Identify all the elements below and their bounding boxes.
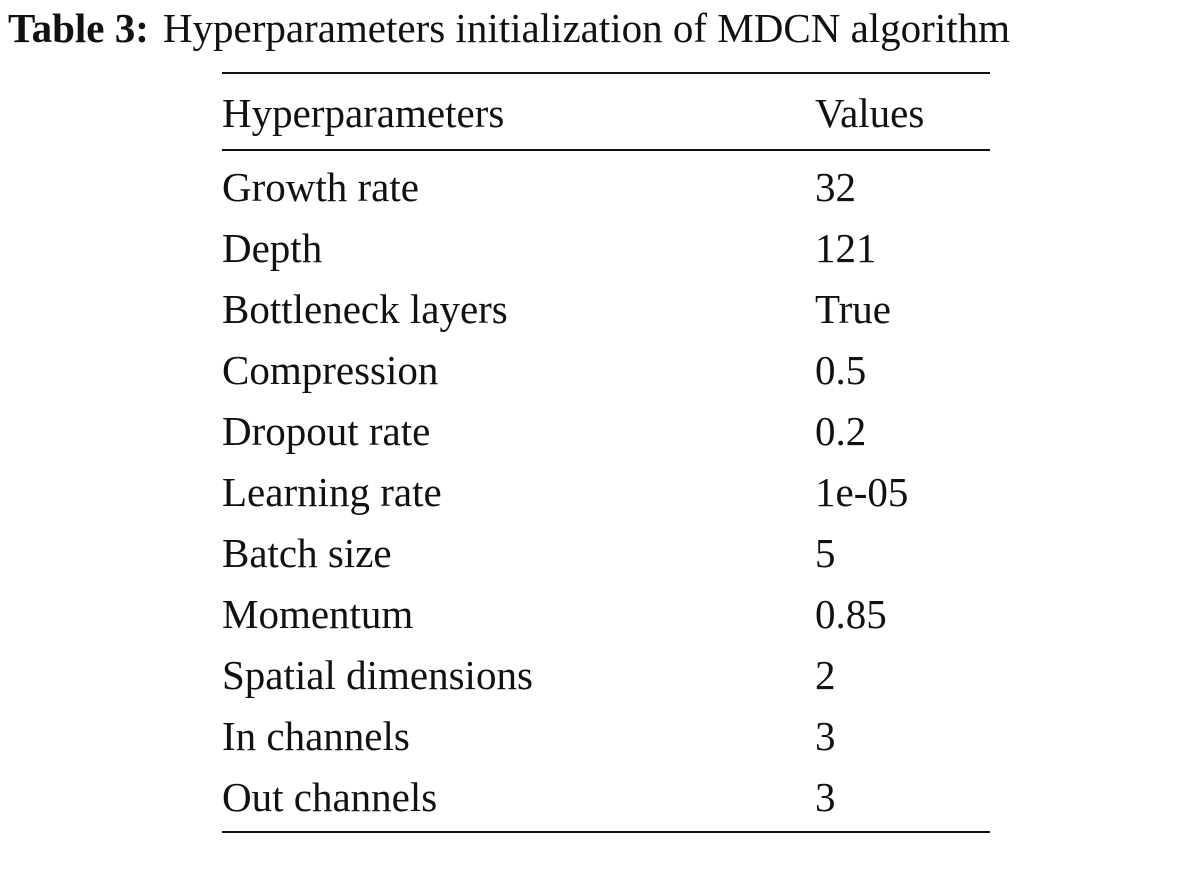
parameter-value: 3	[815, 774, 836, 820]
cell: Depth	[222, 222, 815, 275]
header-cell: Hyperparameters	[222, 90, 505, 136]
table-body: Growth rate 32 Depth 121 Bottleneck layers Tr…	[222, 151, 990, 831]
parameter-value: True	[815, 286, 891, 332]
cell: Spatial dimensions	[222, 649, 815, 702]
header-row: Hyperparameters Values	[222, 74, 990, 151]
parameter-value: 0.5	[815, 347, 867, 393]
header-cell: Values	[815, 90, 925, 136]
table-row: Batch size 5	[222, 523, 990, 584]
table-row: Learning rate 1e-05	[222, 462, 990, 523]
table-row: Depth 121	[222, 218, 990, 279]
table-row: Momentum 0.85	[222, 584, 990, 645]
parameter-name: Out channels	[222, 774, 438, 820]
parameter-name: Depth	[222, 225, 323, 271]
parameter-name: Bottleneck layers	[222, 286, 508, 332]
parameter-name: Batch size	[222, 530, 392, 576]
cell: Bottleneck layers	[222, 283, 815, 336]
cell: Growth rate	[222, 161, 815, 214]
caption-label: Table 3:	[8, 5, 149, 51]
table-row: Dropout rate 0.2	[222, 401, 990, 462]
table-row: Compression 0.5	[222, 340, 990, 401]
cell: Learning rate	[222, 466, 815, 519]
parameter-name: Growth rate	[222, 164, 419, 210]
parameter-value: 0.85	[815, 591, 887, 637]
cell: Momentum	[222, 588, 815, 641]
parameter-value: 1e-05	[815, 469, 909, 515]
parameter-value: 5	[815, 530, 836, 576]
parameter-name: Learning rate	[222, 469, 442, 515]
table-row: Out channels 3	[222, 767, 990, 828]
parameter-name: Dropout rate	[222, 408, 431, 454]
table-row: Spatial dimensions 2	[222, 645, 990, 706]
cell: Out channels	[222, 771, 815, 824]
caption-text: Hyperparameters initialization of MDCN a…	[162, 5, 1010, 51]
cell: Dropout rate	[222, 405, 815, 458]
cell: Batch size	[222, 527, 815, 580]
parameter-value: 121	[815, 225, 877, 271]
table: Hyperparameters Values Growth rate 32 Dept…	[222, 72, 990, 833]
parameter-value: 0.2	[815, 408, 867, 454]
parameter-value: 32	[815, 164, 856, 210]
table-row: Growth rate 32	[222, 157, 990, 218]
cell: Compression	[222, 344, 815, 397]
parameter-name: Momentum	[222, 591, 414, 637]
table-caption: Table 3: Hyperparameters initialization o…	[8, 4, 1010, 52]
parameter-value: 2	[815, 652, 836, 698]
table-row: Bottleneck layers True	[222, 279, 990, 340]
parameter-name: In channels	[222, 713, 410, 759]
parameter-name: Spatial dimensions	[222, 652, 533, 698]
cell: In channels	[222, 710, 815, 763]
table-row: In channels 3	[222, 706, 990, 767]
parameter-value: 3	[815, 713, 836, 759]
parameter-name: Compression	[222, 347, 439, 393]
